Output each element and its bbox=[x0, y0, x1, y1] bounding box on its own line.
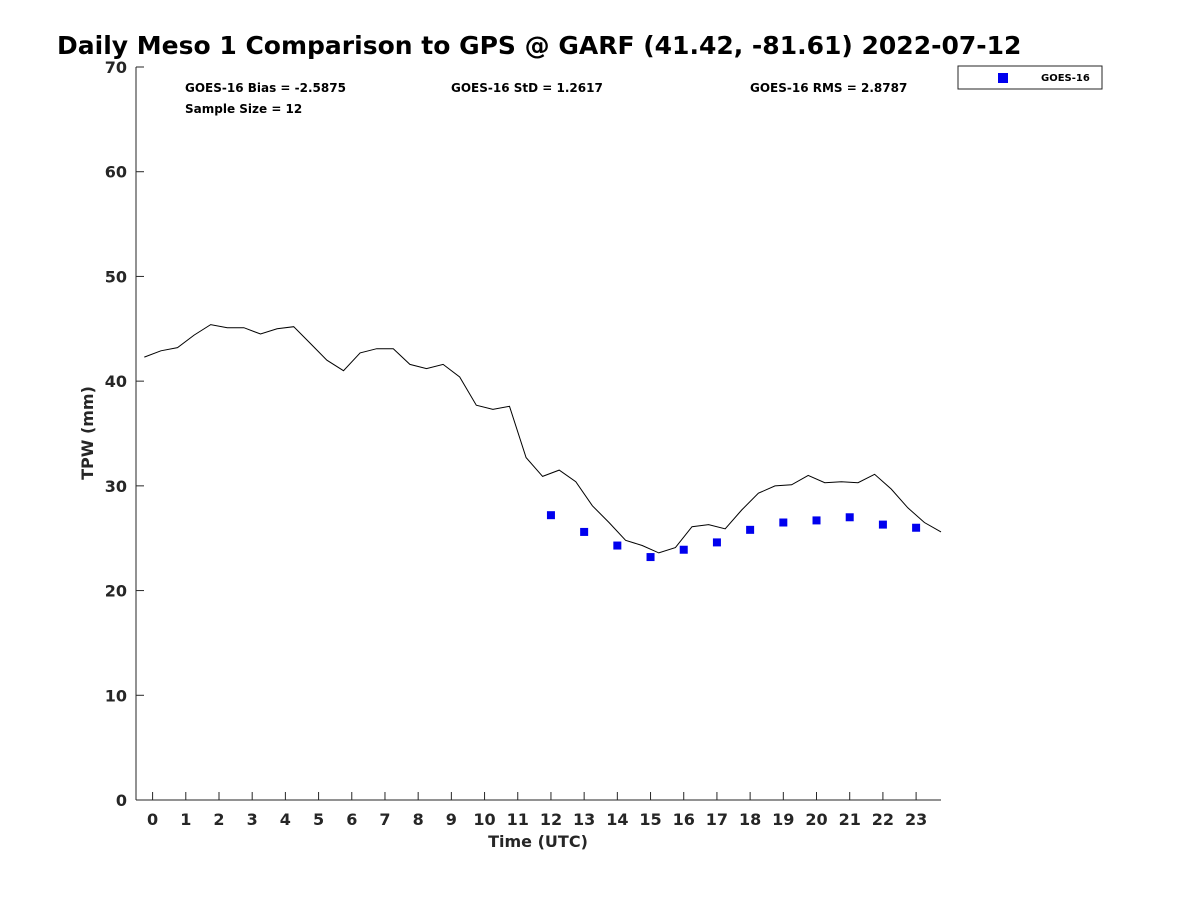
legend: GOES-16 bbox=[957, 65, 1103, 90]
x-tick-label: 0 bbox=[147, 810, 158, 829]
goes16-point bbox=[580, 527, 589, 536]
goes16-point bbox=[646, 553, 655, 562]
legend-marker-goes16 bbox=[998, 73, 1008, 83]
goes16-point bbox=[779, 518, 788, 527]
x-tick-label: 20 bbox=[805, 810, 827, 829]
x-tick-label: 8 bbox=[413, 810, 424, 829]
goes16-point bbox=[878, 520, 887, 529]
x-tick-label: 17 bbox=[706, 810, 728, 829]
goes16-point bbox=[812, 516, 821, 525]
goes16-point bbox=[845, 513, 854, 522]
goes16-point bbox=[912, 523, 921, 532]
x-tick-label: 1 bbox=[180, 810, 191, 829]
x-tick-label: 6 bbox=[346, 810, 357, 829]
x-tick-label: 23 bbox=[905, 810, 927, 829]
legend-label-goes16: GOES-16 bbox=[1041, 73, 1090, 84]
chart-title: Daily Meso 1 Comparison to GPS @ GARF (4… bbox=[57, 31, 1021, 60]
x-tick-label: 5 bbox=[313, 810, 324, 829]
y-tick-label: 30 bbox=[105, 477, 127, 496]
x-tick-label: 19 bbox=[772, 810, 794, 829]
x-tick-label: 16 bbox=[673, 810, 695, 829]
x-tick-label: 10 bbox=[473, 810, 495, 829]
x-tick-label: 11 bbox=[507, 810, 529, 829]
y-tick-label: 10 bbox=[105, 686, 127, 705]
series-layer bbox=[144, 324, 942, 562]
goes16-point bbox=[546, 511, 555, 520]
y-tick-label: 20 bbox=[105, 582, 127, 601]
y-tick-label: 0 bbox=[116, 791, 127, 810]
legend-box bbox=[957, 65, 1103, 90]
x-tick-label: 14 bbox=[606, 810, 628, 829]
y-tick-label: 50 bbox=[105, 267, 127, 286]
y-axis-label: TPW (mm) bbox=[78, 386, 97, 480]
goes16-point bbox=[712, 538, 721, 547]
x-tick-label: 13 bbox=[573, 810, 595, 829]
x-tick-label: 2 bbox=[213, 810, 224, 829]
std-stat: GOES-16 StD = 1.2617 bbox=[451, 81, 603, 95]
y-tick-label: 40 bbox=[105, 372, 127, 391]
x-tick-label: 3 bbox=[247, 810, 258, 829]
x-tick-label: 15 bbox=[639, 810, 661, 829]
x-tick-label: 7 bbox=[379, 810, 390, 829]
sample-size-stat: Sample Size = 12 bbox=[185, 102, 302, 116]
bias-stat: GOES-16 Bias = -2.5875 bbox=[185, 81, 346, 95]
x-tick-label: 12 bbox=[540, 810, 562, 829]
goes16-point bbox=[613, 541, 622, 550]
x-tick-label: 22 bbox=[872, 810, 894, 829]
y-tick-label: 70 bbox=[105, 58, 127, 77]
gps-tpw-line bbox=[144, 324, 942, 554]
goes16-point bbox=[679, 545, 688, 554]
rms-stat: GOES-16 RMS = 2.8787 bbox=[750, 81, 907, 95]
x-tick-label: 4 bbox=[280, 810, 291, 829]
x-tick-label: 18 bbox=[739, 810, 761, 829]
x-tick-label: 9 bbox=[446, 810, 457, 829]
x-axis-label: Time (UTC) bbox=[488, 832, 588, 851]
x-tick-label: 21 bbox=[839, 810, 861, 829]
y-tick-label: 60 bbox=[105, 163, 127, 182]
goes16-point bbox=[746, 525, 755, 534]
